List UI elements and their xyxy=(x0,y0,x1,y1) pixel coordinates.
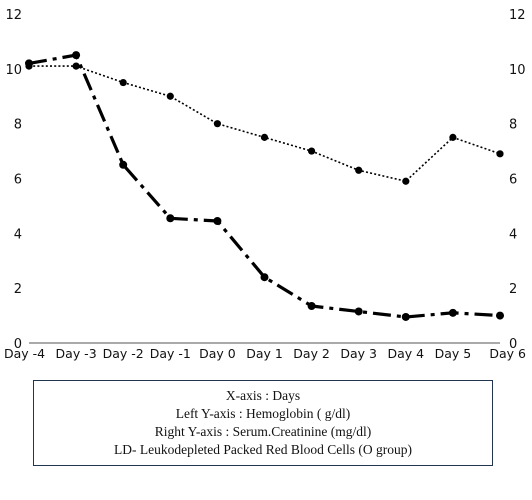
data-point xyxy=(402,177,410,185)
left-y-tick-labels: 0 2 4 6 8 10 12 xyxy=(5,8,22,352)
data-point xyxy=(308,147,316,155)
x-tick-label: Day 2 xyxy=(293,346,330,361)
data-point xyxy=(449,133,457,141)
left-y-tick-label: 2 xyxy=(14,282,22,297)
data-point xyxy=(260,133,269,141)
legend-line-x-axis: X-axis : Days xyxy=(225,388,301,403)
right-y-tick-label: 4 xyxy=(509,227,517,242)
x-tick-label: Day 4 xyxy=(387,346,424,361)
right-y-tick-label: 6 xyxy=(509,173,517,188)
data-point xyxy=(72,62,80,70)
series-line-0 xyxy=(29,65,501,182)
data-point xyxy=(496,150,504,158)
x-tick-label: Day -2 xyxy=(103,346,144,361)
data-point xyxy=(496,311,504,320)
data-point xyxy=(72,51,81,60)
data-point xyxy=(166,214,175,223)
line-chart: Day -4 Day -3 Day -2 Day -1 Day 0 Day 1 Day 2 D… xyxy=(4,8,526,361)
x-tick-label: Day 6 xyxy=(489,346,526,361)
data-point xyxy=(119,160,128,169)
left-y-tick-label: 12 xyxy=(5,8,22,23)
legend-line-ld: LD- Leukodepleted Packed Red Blood Cells… xyxy=(113,442,413,457)
x-tick-label: Day -1 xyxy=(150,346,191,361)
data-point xyxy=(354,307,363,316)
legend-box: X-axis : Days Left Y-axis : Hemoglobin (… xyxy=(33,380,493,466)
series-line-1 xyxy=(28,53,501,319)
data-point xyxy=(213,216,222,225)
right-y-tick-label: 8 xyxy=(509,118,517,133)
data-point xyxy=(401,312,410,321)
data-point xyxy=(119,78,127,87)
x-tick-label: Day 5 xyxy=(435,346,472,361)
right-y-tick-labels: 0 2 4 6 8 10 12 xyxy=(509,8,526,352)
right-y-tick-label: 0 xyxy=(509,337,517,352)
data-point xyxy=(166,92,174,100)
data-point xyxy=(307,301,316,310)
data-point xyxy=(355,166,363,174)
left-y-tick-label: 6 xyxy=(14,173,22,188)
x-tick-label: Day 0 xyxy=(199,346,236,361)
left-y-tick-label: 10 xyxy=(5,63,22,78)
right-y-tick-label: 10 xyxy=(509,63,526,78)
x-tick-label: Day 1 xyxy=(246,346,283,361)
right-y-tick-label: 12 xyxy=(509,8,526,23)
left-y-tick-label: 8 xyxy=(14,118,22,133)
left-y-tick-label: 4 xyxy=(14,227,22,242)
data-point xyxy=(448,308,457,317)
data-point xyxy=(25,59,33,68)
x-tick-labels: Day -4 Day -3 Day -2 Day -1 Day 0 Day 1 Day 2 D… xyxy=(4,346,526,361)
right-y-tick-label: 2 xyxy=(509,282,517,297)
left-y-tick-label: 0 xyxy=(14,337,22,352)
legend-line-left-y-axis: Left Y-axis : Hemoglobin ( g/dl) xyxy=(175,406,351,421)
data-point xyxy=(260,273,269,282)
x-tick-label: Day 3 xyxy=(340,346,377,361)
x-tick-label: Day -4 xyxy=(4,346,45,361)
series-group xyxy=(25,51,504,321)
data-point xyxy=(213,120,221,128)
legend-line-right-y-axis: Right Y-axis : Serum.Creatinine (mg/dl) xyxy=(154,424,372,439)
x-tick-label: Day -3 xyxy=(56,346,97,361)
